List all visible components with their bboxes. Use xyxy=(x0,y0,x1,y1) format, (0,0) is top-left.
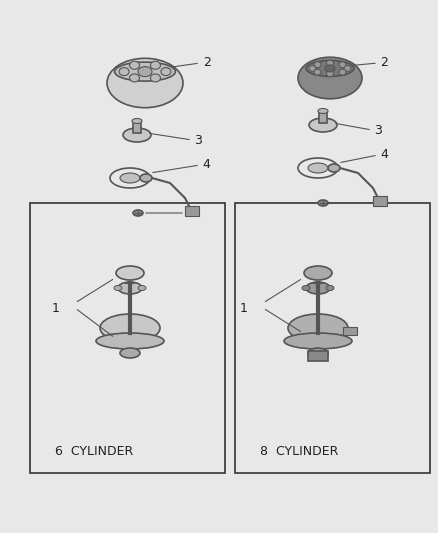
Text: 4: 4 xyxy=(380,149,388,161)
Text: 6  CYLINDER: 6 CYLINDER xyxy=(55,445,133,458)
Text: 1: 1 xyxy=(240,302,248,314)
Ellipse shape xyxy=(100,314,160,342)
Ellipse shape xyxy=(318,200,328,206)
Text: 3: 3 xyxy=(374,124,382,136)
Ellipse shape xyxy=(150,61,160,69)
Ellipse shape xyxy=(326,286,334,290)
Ellipse shape xyxy=(325,65,335,72)
Ellipse shape xyxy=(140,174,152,182)
Text: 2: 2 xyxy=(380,56,388,69)
Ellipse shape xyxy=(115,62,175,81)
Ellipse shape xyxy=(304,266,332,280)
Ellipse shape xyxy=(318,109,328,114)
Ellipse shape xyxy=(339,62,346,68)
Ellipse shape xyxy=(118,282,142,294)
Ellipse shape xyxy=(116,266,144,280)
Ellipse shape xyxy=(326,71,333,77)
Bar xyxy=(235,203,430,473)
Text: 5: 5 xyxy=(187,206,195,220)
Ellipse shape xyxy=(150,74,160,82)
Ellipse shape xyxy=(314,69,321,75)
Bar xyxy=(373,196,387,206)
Text: 5: 5 xyxy=(372,197,380,209)
Ellipse shape xyxy=(133,210,143,216)
Ellipse shape xyxy=(339,69,346,75)
Ellipse shape xyxy=(130,61,140,69)
Ellipse shape xyxy=(107,58,183,108)
Ellipse shape xyxy=(309,118,337,132)
Ellipse shape xyxy=(309,66,316,71)
Ellipse shape xyxy=(298,57,362,99)
Ellipse shape xyxy=(114,286,122,290)
Bar xyxy=(308,351,328,361)
Ellipse shape xyxy=(132,118,142,124)
Text: 2: 2 xyxy=(203,56,211,69)
Ellipse shape xyxy=(306,60,354,76)
Ellipse shape xyxy=(308,348,328,358)
Bar xyxy=(343,327,357,335)
Text: 3: 3 xyxy=(194,133,202,147)
Ellipse shape xyxy=(120,348,140,358)
Ellipse shape xyxy=(120,173,140,183)
Ellipse shape xyxy=(96,333,164,349)
Ellipse shape xyxy=(308,163,328,173)
Ellipse shape xyxy=(130,74,140,82)
Ellipse shape xyxy=(123,128,151,142)
Ellipse shape xyxy=(288,314,348,342)
Ellipse shape xyxy=(328,164,340,172)
Ellipse shape xyxy=(138,67,152,77)
Text: 1: 1 xyxy=(52,302,60,314)
Ellipse shape xyxy=(284,333,352,349)
Bar xyxy=(185,206,199,216)
Ellipse shape xyxy=(314,62,321,68)
Bar xyxy=(30,203,225,473)
Text: 4: 4 xyxy=(202,158,210,172)
Ellipse shape xyxy=(306,282,330,294)
Ellipse shape xyxy=(119,68,129,76)
Bar xyxy=(133,121,141,133)
Bar xyxy=(319,111,327,123)
Ellipse shape xyxy=(326,60,333,66)
Text: 8  CYLINDER: 8 CYLINDER xyxy=(260,445,339,458)
Ellipse shape xyxy=(161,68,171,76)
Ellipse shape xyxy=(344,66,351,71)
Ellipse shape xyxy=(302,286,310,290)
Ellipse shape xyxy=(138,286,146,290)
